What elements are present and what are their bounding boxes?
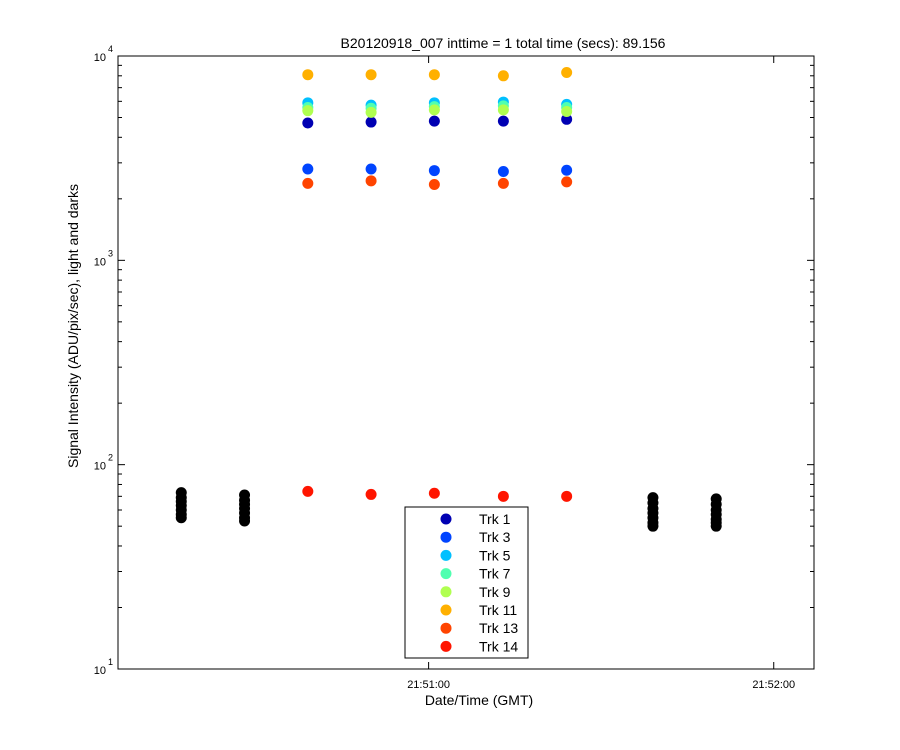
legend-box xyxy=(404,506,529,659)
dark-point xyxy=(239,515,251,527)
point-trk-1 xyxy=(365,116,377,128)
legend-marker xyxy=(440,531,452,543)
x-axis-label: Date/Time (GMT) xyxy=(425,692,533,708)
point-trk-11 xyxy=(497,70,509,82)
point-trk-9 xyxy=(428,104,440,116)
point-trk-3 xyxy=(497,166,509,178)
point-trk-11 xyxy=(302,69,314,81)
point-trk-13 xyxy=(497,177,509,189)
y-tick-label: 10 xyxy=(94,52,106,64)
point-trk-11 xyxy=(561,67,573,79)
point-trk-9 xyxy=(561,106,573,118)
point-trk-11 xyxy=(428,69,440,81)
legend-label: Trk 5 xyxy=(479,547,511,563)
y-tick-exponent: 4 xyxy=(108,44,113,54)
point-trk-1 xyxy=(497,115,509,127)
y-tick-exponent: 1 xyxy=(108,657,113,667)
dark-point xyxy=(710,520,722,532)
legend-marker xyxy=(440,568,452,580)
point-trk-1 xyxy=(428,115,440,127)
point-trk-3 xyxy=(302,163,314,175)
point-trk-3 xyxy=(561,164,573,176)
point-trk-14 xyxy=(302,485,314,497)
axis-ticks xyxy=(118,55,814,670)
point-trk-13 xyxy=(561,176,573,188)
y-tick-exponent: 2 xyxy=(108,453,113,463)
legend-marker xyxy=(440,586,452,598)
legend-label: Trk 7 xyxy=(479,566,511,582)
legend-marker xyxy=(440,549,452,561)
legend-marker xyxy=(440,640,452,652)
legend-label: Trk 3 xyxy=(479,529,511,545)
dark-point xyxy=(175,512,187,524)
legend-label: Trk 1 xyxy=(479,511,511,527)
legend-marker xyxy=(440,604,452,616)
point-trk-14 xyxy=(428,487,440,499)
x-tick-labels: 21:51:00 21:52:00 xyxy=(407,679,795,691)
point-trk-14 xyxy=(365,488,377,500)
point-trk-13 xyxy=(428,179,440,191)
legend-label: Trk 11 xyxy=(479,602,517,618)
chart-title: B20120918_007 inttime = 1 total time (se… xyxy=(341,35,666,51)
point-trk-9 xyxy=(302,105,314,117)
point-trk-3 xyxy=(365,163,377,175)
legend: Trk 1 Trk 3 Trk 5 Trk 7 Trk 9 Trk 11 Trk 13 Trk… xyxy=(404,506,529,659)
point-trk-1 xyxy=(302,117,314,129)
point-trk-14 xyxy=(561,490,573,502)
point-trk-1 xyxy=(561,113,573,125)
legend-label: Trk 13 xyxy=(479,620,518,636)
point-trk-9 xyxy=(365,106,377,118)
point-trk-9 xyxy=(497,104,509,116)
y-tick-label: 10 xyxy=(94,461,106,473)
y-axis-label: Signal Intensity (ADU/pix/sec), light an… xyxy=(65,184,81,468)
point-trk-14 xyxy=(497,490,509,502)
point-trk-3 xyxy=(428,165,440,177)
y-tick-label: 10 xyxy=(94,665,106,677)
plot-area-frame xyxy=(117,55,815,670)
data-points xyxy=(175,67,722,532)
x-tick-label: 21:51:00 xyxy=(407,679,450,691)
y-tick-label: 10 xyxy=(94,256,106,268)
legend-marker xyxy=(440,513,452,525)
legend-label: Trk 9 xyxy=(479,584,511,600)
y-tick-exponent: 3 xyxy=(108,248,113,258)
x-tick-label: 21:52:00 xyxy=(752,679,795,691)
legend-marker xyxy=(440,622,452,634)
dark-point xyxy=(647,520,659,532)
point-trk-13 xyxy=(365,175,377,187)
legend-label: Trk 14 xyxy=(479,638,518,654)
point-trk-11 xyxy=(365,69,377,81)
point-trk-13 xyxy=(302,177,314,189)
